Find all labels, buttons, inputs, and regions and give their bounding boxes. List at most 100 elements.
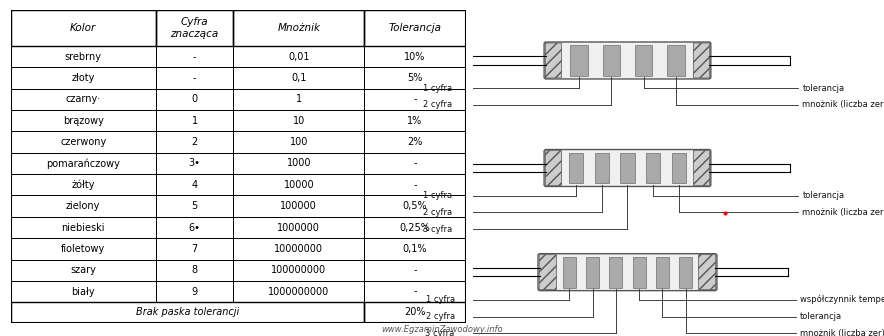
Bar [233,67,364,89]
Bar [156,131,233,153]
Text: 1%: 1% [408,116,423,126]
FancyBboxPatch shape [545,150,711,186]
Text: biały: biały [72,287,95,297]
Bar [233,259,364,281]
Text: 3 cyfra: 3 cyfra [423,225,453,234]
Bar [233,238,364,259]
Bar [233,281,364,302]
Bar [364,131,466,153]
Bar [646,153,660,183]
Bar [11,89,156,110]
Bar [11,67,156,89]
Bar [364,302,466,323]
Bar [233,196,364,217]
Bar [11,110,156,131]
Text: 5: 5 [192,201,198,211]
Text: Kolor: Kolor [70,23,96,33]
Text: zielony: zielony [66,201,101,211]
Bar [570,45,588,76]
Bar [156,259,233,281]
Bar [635,45,652,76]
Text: 0: 0 [192,94,198,104]
Bar [595,153,609,183]
Text: 1000000: 1000000 [278,222,320,233]
Bar [586,257,599,288]
Bar [156,110,233,131]
Bar [633,257,645,288]
Text: czerwony: czerwony [60,137,106,147]
Text: 5%: 5% [408,73,423,83]
Bar [233,131,364,153]
Bar [11,281,156,302]
Text: -: - [413,287,416,297]
Text: -: - [413,265,416,275]
Text: Cyfra
znacząca: Cyfra znacząca [171,17,218,39]
Text: 1 cyfra: 1 cyfra [423,191,453,200]
FancyBboxPatch shape [545,43,561,78]
Text: 100000000: 100000000 [271,265,326,275]
Bar [364,259,466,281]
Bar [156,196,233,217]
Bar [11,46,156,67]
Bar [233,10,364,46]
Text: 6•: 6• [188,222,201,233]
Text: 1 cyfra: 1 cyfra [425,295,454,304]
Bar [563,257,575,288]
Text: -: - [413,180,416,190]
Bar [233,153,364,174]
Text: złoty: złoty [72,73,95,83]
Text: 20%: 20% [404,307,426,318]
Text: 2 cyfra: 2 cyfra [423,100,453,109]
Text: 100: 100 [290,137,308,147]
Text: 2: 2 [192,137,198,147]
Bar [679,257,692,288]
FancyBboxPatch shape [693,43,710,78]
Text: tolerancja: tolerancja [803,84,844,92]
Text: 100000: 100000 [280,201,317,211]
Bar [364,46,466,67]
Text: Brak paska tolerancji: Brak paska tolerancji [136,307,239,318]
Text: 2 cyfra: 2 cyfra [423,208,453,217]
Text: mnożnik (liczba zer): mnożnik (liczba zer) [803,100,884,109]
Bar [233,217,364,238]
Text: mnożnik (liczba zer): mnożnik (liczba zer) [803,208,884,217]
Bar [667,45,684,76]
Text: 1: 1 [192,116,198,126]
Bar [156,89,233,110]
Text: żółty: żółty [72,179,95,190]
FancyBboxPatch shape [693,151,710,185]
Bar [11,174,156,196]
Bar [156,281,233,302]
Bar [621,153,635,183]
Bar [11,217,156,238]
Text: 10: 10 [293,116,305,126]
Bar [156,217,233,238]
Text: 10%: 10% [404,52,426,62]
Bar [156,46,233,67]
Bar [672,153,686,183]
Text: szary: szary [71,265,96,275]
Text: Mnożnik: Mnożnik [278,23,320,33]
Text: tolerancja: tolerancja [803,191,844,200]
Text: 0,25%: 0,25% [400,222,431,233]
Text: 1000: 1000 [286,159,311,168]
Text: fioletowy: fioletowy [61,244,105,254]
FancyBboxPatch shape [545,151,561,185]
Text: 3•: 3• [188,159,201,168]
Text: pomarańczowy: pomarańczowy [46,158,120,169]
Text: www.EgzaminZawodowy.info: www.EgzaminZawodowy.info [381,325,503,334]
Bar [364,67,466,89]
Text: 10000: 10000 [284,180,314,190]
Text: -: - [193,73,196,83]
Bar [233,46,364,67]
Text: 2%: 2% [408,137,423,147]
Bar [233,89,364,110]
Text: 0,1: 0,1 [291,73,307,83]
Bar [156,174,233,196]
Bar [11,238,156,259]
Bar [364,281,466,302]
Bar [364,196,466,217]
FancyBboxPatch shape [538,254,717,291]
Text: -: - [193,52,196,62]
Bar [11,153,156,174]
